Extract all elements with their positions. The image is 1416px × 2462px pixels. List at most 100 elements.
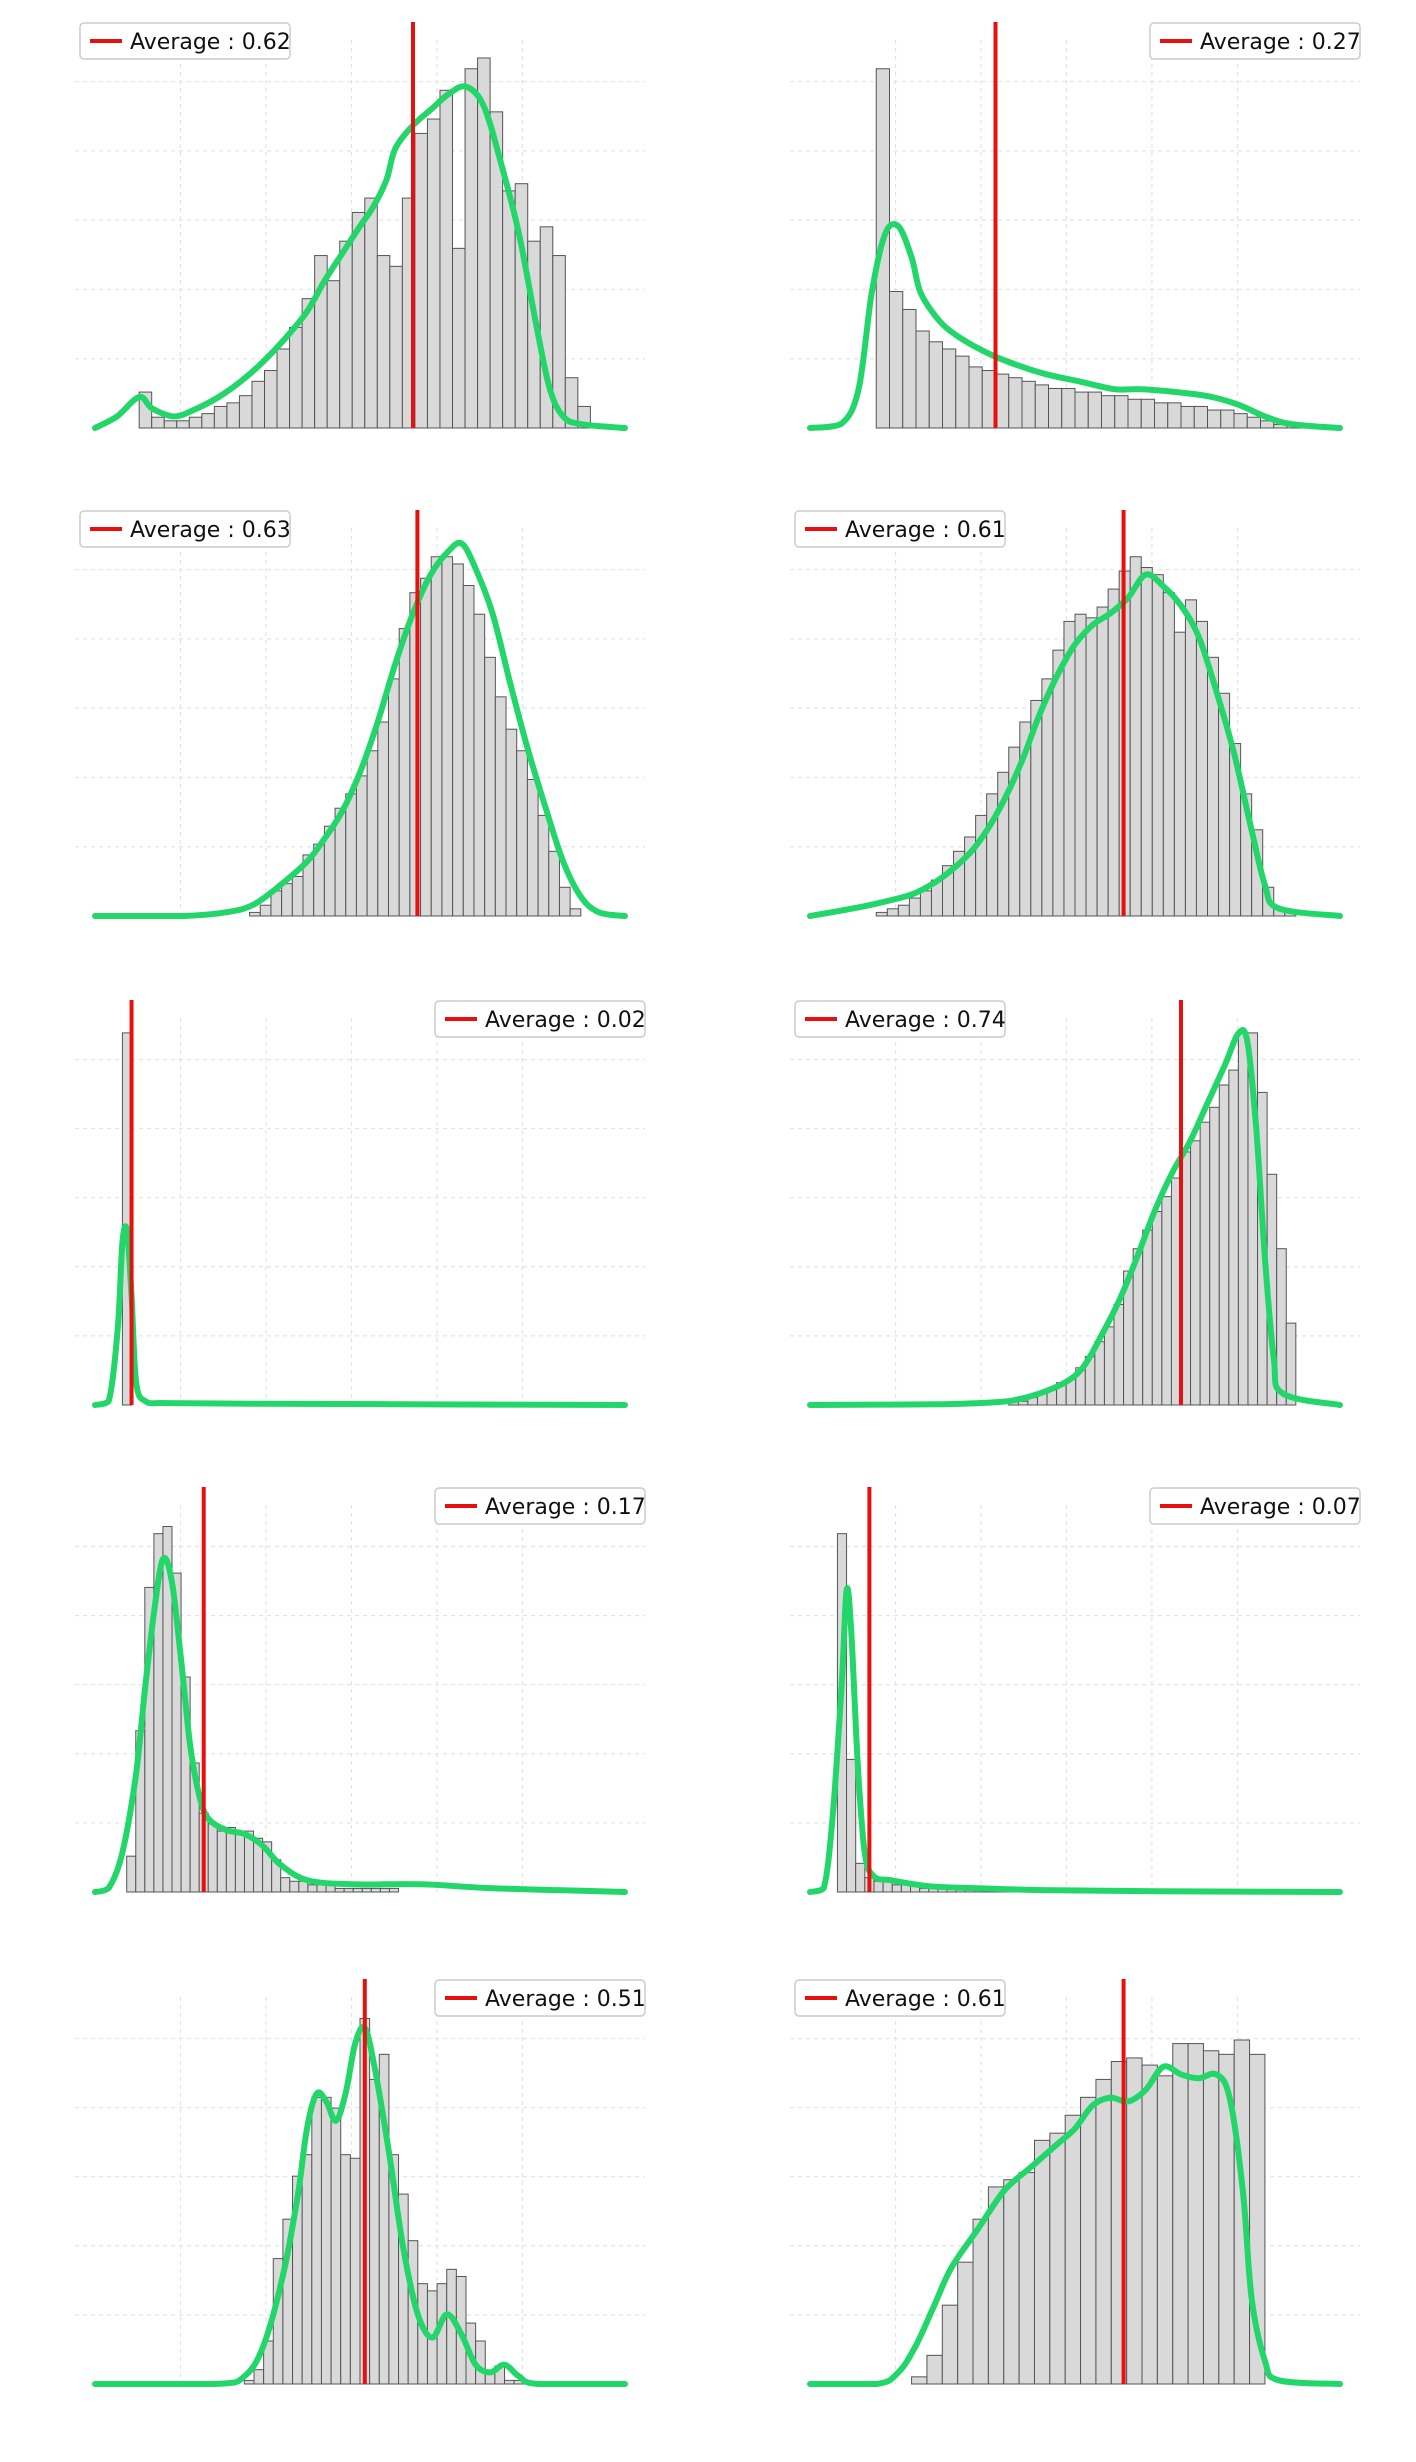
kde-curve (807, 2063, 1343, 2387)
histogram-bar (243, 2379, 255, 2385)
legend-box (794, 1979, 1006, 2017)
histogram-bar (942, 348, 957, 429)
histogram-bar (1220, 409, 1235, 429)
histogram-bar (1087, 391, 1102, 429)
histogram-bar (441, 556, 454, 917)
kde-curve (807, 1027, 1343, 1408)
histogram-bar (516, 750, 528, 917)
histogram-bar (968, 366, 983, 429)
histogram-bar (1018, 2172, 1035, 2385)
histogram-bar (1114, 395, 1129, 429)
histogram-bar (351, 211, 366, 429)
histogram-bar (1180, 405, 1195, 429)
kde-curve (807, 1585, 1343, 1895)
histogram-bar (1207, 409, 1222, 429)
legend: Average : 0.27 (1149, 22, 1361, 60)
histogram-bar (334, 1887, 345, 1893)
histogram-panel-10: Average : 0.61 (790, 1979, 1360, 2387)
legend-label: Average : 0.63 (130, 518, 291, 543)
kde-curve (807, 221, 1343, 431)
legend-box (434, 1487, 646, 1525)
histogram-bar (1218, 1084, 1230, 1406)
legend: Average : 0.51 (434, 1979, 646, 2017)
histogram-bar (1209, 1106, 1220, 1406)
legend-label: Average : 0.02 (485, 1008, 646, 1033)
histogram-bar (1172, 2043, 1189, 2385)
legend-box (79, 510, 291, 548)
legend-label: Average : 0.27 (1200, 30, 1361, 55)
kde-curve (92, 1223, 628, 1408)
histogram-bar (955, 355, 970, 429)
legend-label: Average : 0.51 (485, 1987, 646, 2012)
histogram-bar (201, 413, 215, 429)
histogram-bar (941, 2304, 959, 2385)
histogram-bar (548, 850, 560, 917)
histogram-bar (1156, 2075, 1174, 2385)
legend-label: Average : 0.62 (130, 30, 291, 55)
histogram-bar (430, 556, 443, 917)
histogram-bar (908, 897, 921, 917)
histogram-bar (439, 89, 454, 429)
histogram-bar (280, 1877, 291, 1893)
histogram-bar (1151, 574, 1164, 917)
histogram-bars (911, 2039, 1266, 2385)
histogram-bar (281, 883, 293, 917)
histogram-bar (289, 1880, 300, 1893)
legend-label: Average : 0.74 (845, 1008, 1006, 1033)
histogram-bar (253, 2369, 265, 2385)
histogram-bar (1101, 395, 1116, 429)
histogram-bar (889, 290, 904, 429)
histogram-bar (339, 240, 353, 429)
histogram-bar (552, 255, 566, 429)
histogram-bar (213, 405, 228, 429)
legend-box (1149, 22, 1361, 60)
histogram-bar (1154, 402, 1169, 429)
kde-curve (807, 571, 1343, 919)
histogram-bar (311, 2096, 322, 2385)
histogram-bar (452, 247, 466, 429)
histogram-bar (316, 1884, 327, 1893)
histogram-bar (1041, 678, 1054, 917)
histogram-bar (1085, 617, 1098, 917)
histogram-bar (926, 2354, 943, 2385)
histogram-bar (891, 1884, 902, 1893)
histogram-bar (502, 190, 516, 429)
histogram-bar (1074, 391, 1089, 429)
histogram-bar (1190, 1140, 1201, 1406)
histogram-bar (462, 584, 475, 917)
histogram-bar (915, 330, 930, 429)
histogram-bar (216, 1830, 227, 1893)
histogram-bar (251, 380, 266, 429)
histogram-bar (326, 280, 341, 429)
histogram-bars (875, 556, 1297, 917)
histogram-bar (1151, 1211, 1163, 1406)
histogram-bar (343, 1887, 354, 1893)
histogram-bar (484, 656, 496, 917)
histogram-bar (1061, 387, 1076, 429)
histogram-bar (1167, 402, 1182, 429)
histogram-bar (366, 750, 379, 917)
histogram-bar (361, 1887, 372, 1893)
histogram-bar (1008, 377, 1023, 429)
histogram-bar (414, 132, 428, 429)
histogram-bar (1233, 413, 1248, 429)
kde-curve (92, 539, 628, 920)
grid (75, 1018, 645, 1405)
histogram-bar (291, 875, 304, 917)
histogram-bar (1049, 2132, 1066, 2385)
histogram-bar (1021, 380, 1036, 429)
histogram-bar (1173, 631, 1186, 917)
legend-box (434, 1979, 646, 2017)
histogram-bar (276, 348, 291, 429)
kde-curve (92, 1555, 628, 1895)
histogram-panel-4: Average : 0.61 (790, 510, 1360, 919)
histogram-bar (377, 721, 389, 917)
histogram-bar (919, 890, 932, 917)
histogram-bar (1074, 613, 1087, 917)
histogram-bar (1064, 2114, 1082, 2385)
histogram-bar (537, 814, 550, 917)
histogram-bar (873, 1880, 884, 1893)
histogram-bar (349, 2157, 361, 2385)
histogram-bar (1162, 592, 1175, 917)
histogram-bar (1161, 1196, 1172, 1406)
